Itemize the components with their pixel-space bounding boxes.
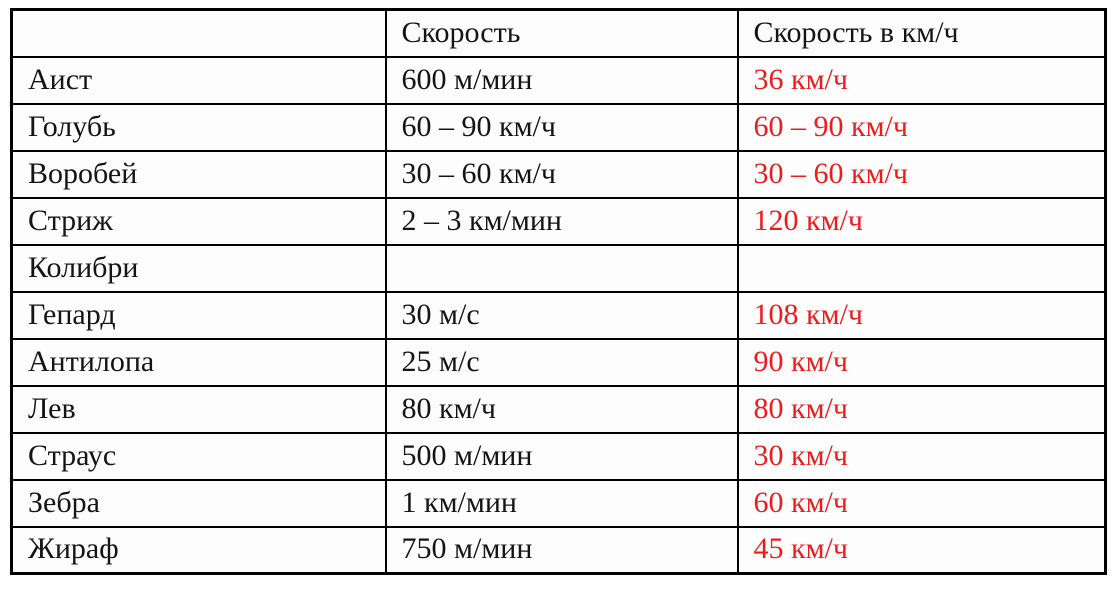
table-body: Аист 600 м/мин 36 км/ч Голубь 60 – 90 км… [10, 55, 1107, 575]
speed-cell: 30 – 60 км/ч [384, 149, 739, 199]
speed-kmh-cell: 80 км/ч [736, 384, 1107, 434]
animal-name-cell: Зебра [10, 478, 387, 528]
table-header-speed: Скорость [384, 8, 739, 58]
animal-name-cell: Колибри [10, 243, 387, 293]
speed-cell: 750 м/мин [384, 525, 739, 575]
table-row: Воробей 30 – 60 км/ч 30 – 60 км/ч [10, 149, 1107, 199]
document-page: Скорость Скорость в км/ч Аист 600 м/мин … [10, 8, 1107, 575]
table-row: Страус 500 м/мин 30 км/ч [10, 431, 1107, 481]
speed-cell: 2 – 3 км/мин [384, 196, 739, 246]
table-row: Лев 80 км/ч 80 км/ч [10, 384, 1107, 434]
animal-speed-table: Скорость Скорость в км/ч Аист 600 м/мин … [10, 8, 1107, 575]
speed-kmh-cell: 36 км/ч [736, 55, 1107, 105]
table-row: Зебра 1 км/мин 60 км/ч [10, 478, 1107, 528]
table-row: Голубь 60 – 90 км/ч 60 – 90 км/ч [10, 102, 1107, 152]
table-row: Колибри [10, 243, 1107, 293]
speed-cell: 25 м/с [384, 337, 739, 387]
animal-name-cell: Стриж [10, 196, 387, 246]
speed-cell: 60 – 90 км/ч [384, 102, 739, 152]
table-row: Гепард 30 м/с 108 км/ч [10, 290, 1107, 340]
speed-kmh-cell: 90 км/ч [736, 337, 1107, 387]
table-header-speed-kmh: Скорость в км/ч [736, 8, 1107, 58]
animal-name-cell: Голубь [10, 102, 387, 152]
table-row: Аист 600 м/мин 36 км/ч [10, 55, 1107, 105]
animal-name-cell: Аист [10, 55, 387, 105]
speed-kmh-cell: 60 – 90 км/ч [736, 102, 1107, 152]
table-row: Антилопа 25 м/с 90 км/ч [10, 337, 1107, 387]
table-row: Стриж 2 – 3 км/мин 120 км/ч [10, 196, 1107, 246]
speed-kmh-cell [736, 243, 1107, 293]
speed-cell [384, 243, 739, 293]
animal-name-cell: Лев [10, 384, 387, 434]
speed-cell: 1 км/мин [384, 478, 739, 528]
table-row: Жираф 750 м/мин 45 км/ч [10, 525, 1107, 575]
speed-cell: 600 м/мин [384, 55, 739, 105]
speed-kmh-cell: 30 – 60 км/ч [736, 149, 1107, 199]
speed-cell: 80 км/ч [384, 384, 739, 434]
animal-name-cell: Воробей [10, 149, 387, 199]
speed-kmh-cell: 120 км/ч [736, 196, 1107, 246]
speed-cell: 500 м/мин [384, 431, 739, 481]
animal-name-cell: Гепард [10, 290, 387, 340]
table-header-animal [10, 8, 387, 58]
speed-kmh-cell: 45 км/ч [736, 525, 1107, 575]
animal-name-cell: Антилопа [10, 337, 387, 387]
speed-kmh-cell: 60 км/ч [736, 478, 1107, 528]
animal-name-cell: Жираф [10, 525, 387, 575]
speed-kmh-cell: 108 км/ч [736, 290, 1107, 340]
table-header-row: Скорость Скорость в км/ч [10, 8, 1107, 58]
speed-cell: 30 м/с [384, 290, 739, 340]
speed-kmh-cell: 30 км/ч [736, 431, 1107, 481]
animal-name-cell: Страус [10, 431, 387, 481]
